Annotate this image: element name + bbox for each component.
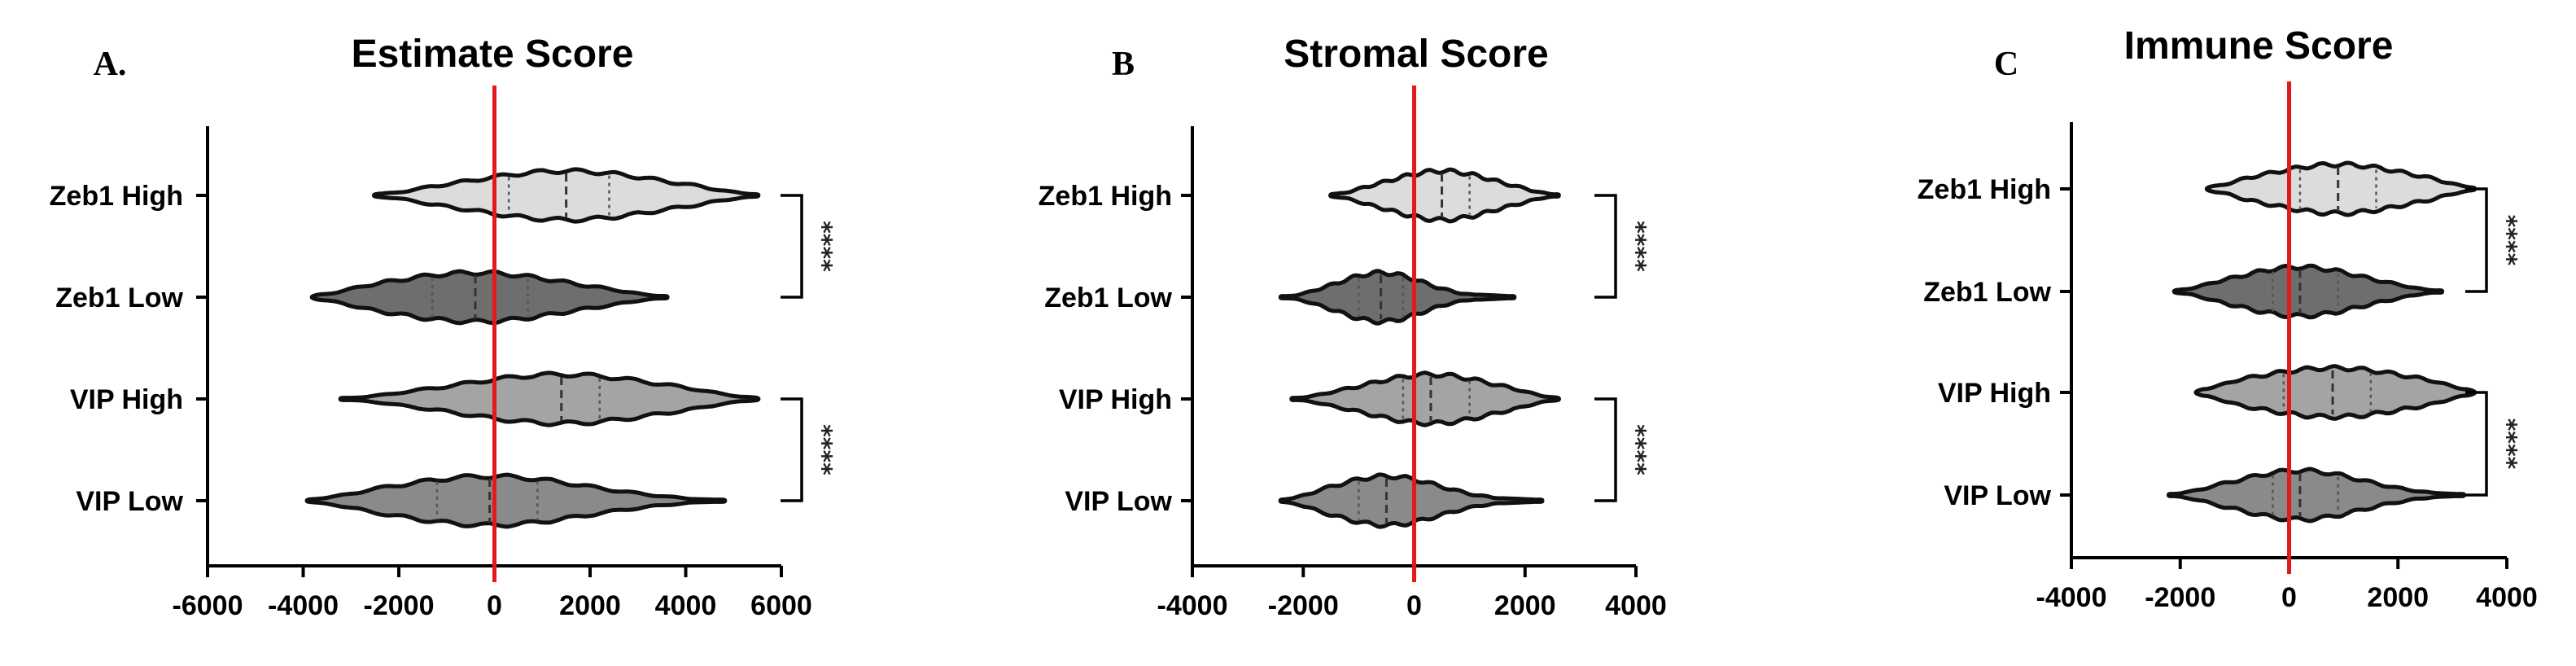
category-label: VIP High [70, 384, 183, 415]
category-label: VIP Low [1065, 486, 1172, 517]
category-label: VIP Low [1944, 480, 2051, 511]
violin-shape [1278, 269, 1517, 326]
chart-title: Estimate Score [352, 33, 634, 76]
panel-1: A. Estimate Score -6000 -4000 -2000 0 2000 4000… [50, 33, 837, 621]
significance-label: **** [1622, 221, 1651, 272]
x-tick-label: 2000 [559, 590, 621, 621]
category-label: Zeb1 Low [55, 283, 183, 313]
significance-label: **** [2493, 215, 2521, 266]
category-label: VIP High [1938, 378, 2051, 409]
x-tick-label: 2000 [2367, 582, 2429, 613]
x-tick-label: -2000 [1268, 590, 1339, 621]
category-label: VIP Low [76, 486, 183, 517]
violin-shape [2204, 160, 2478, 217]
violin-shape [1278, 472, 1545, 529]
category-label: Zeb1 Low [1044, 283, 1172, 313]
x-tick-label: 2000 [1494, 590, 1556, 621]
category-label: Zeb1 High [1039, 181, 1172, 212]
significance-bracket [1594, 397, 1617, 502]
panel-label: A. [94, 46, 127, 83]
panel-3: C Immune Score -4000 -2000 0 2000 4000 Zeb1 Hig… [1918, 24, 2538, 613]
x-tick-label: -6000 [173, 590, 243, 621]
violin-shape [2193, 364, 2478, 421]
x-tick-label: 4000 [2476, 582, 2538, 613]
x-tick-label: -2000 [2145, 582, 2215, 613]
significance-bracket [2465, 187, 2488, 293]
category-label: Zeb1 Low [1923, 277, 2051, 308]
significance-bracket [781, 194, 803, 299]
violin-shape [1289, 370, 1561, 427]
chart-title: Stromal Score [1284, 33, 1548, 76]
x-tick-label: 0 [1406, 590, 1422, 621]
x-tick-label: 4000 [655, 590, 717, 621]
x-tick-label: 4000 [1605, 590, 1667, 621]
violin-shape [304, 472, 728, 529]
significance-label: **** [808, 424, 837, 475]
category-label: Zeb1 High [50, 181, 183, 212]
chart-title: Immune Score [2124, 24, 2394, 68]
panel-2: B Stromal Score -4000 -2000 0 2000 4000 Zeb1 Hi… [1039, 33, 1667, 621]
significance-label: **** [2493, 418, 2521, 470]
panel-label: C [1994, 46, 2018, 83]
x-tick-label: -4000 [2036, 582, 2107, 613]
x-tick-label: -2000 [364, 590, 435, 621]
significance-bracket [781, 397, 803, 502]
violin-shape [1328, 167, 1561, 224]
category-label: VIP High [1059, 384, 1172, 415]
significance-label: **** [1622, 424, 1651, 475]
significance-bracket [1594, 194, 1617, 299]
x-tick-label: 0 [2281, 582, 2297, 613]
x-tick-label: 6000 [750, 590, 812, 621]
significance-label: **** [808, 221, 837, 272]
violin-shape [2166, 467, 2466, 524]
violin-shape [2171, 263, 2445, 320]
x-tick-label: -4000 [1157, 590, 1228, 621]
violin-shape [371, 167, 761, 224]
significance-bracket [2465, 391, 2488, 497]
x-tick-label: 0 [487, 590, 502, 621]
panel-label: B [1112, 46, 1135, 83]
violin-shape [309, 269, 670, 326]
category-label: Zeb1 High [1918, 174, 2051, 205]
x-tick-label: -4000 [268, 590, 339, 621]
violin-shape [338, 370, 761, 427]
